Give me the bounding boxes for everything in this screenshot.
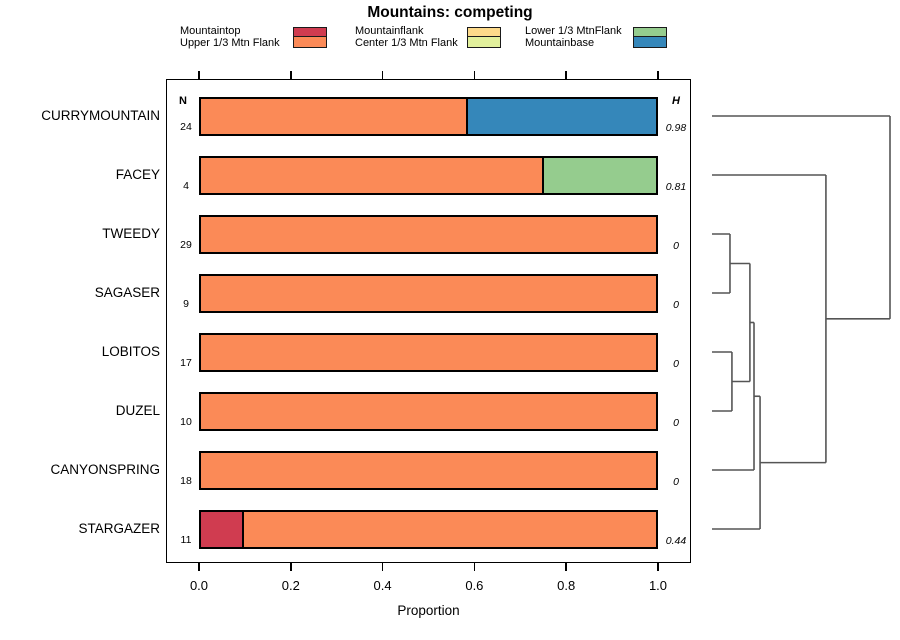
bottom-tick bbox=[473, 563, 476, 571]
plot-box bbox=[166, 79, 691, 563]
row-label: CANYONSPRING bbox=[50, 462, 160, 477]
x-tick-label: 1.0 bbox=[648, 578, 668, 593]
top-tick bbox=[657, 71, 659, 79]
bottom-tick bbox=[290, 563, 292, 571]
row-label: STARGAZER bbox=[78, 521, 160, 536]
stacked-bar bbox=[199, 509, 658, 549]
legend-swatch bbox=[293, 26, 327, 37]
n-column-header: N bbox=[179, 95, 187, 107]
bar-segment bbox=[201, 511, 243, 547]
x-tick-label: 0.8 bbox=[557, 578, 576, 593]
h-value: 0 bbox=[673, 299, 679, 311]
bottom-tick bbox=[198, 563, 200, 571]
top-tick bbox=[381, 71, 384, 79]
bar-segment bbox=[542, 157, 656, 193]
n-value: 11 bbox=[180, 534, 192, 546]
top-tick bbox=[473, 71, 476, 79]
n-value: 10 bbox=[180, 416, 192, 428]
h-column-header: H bbox=[672, 95, 680, 107]
h-value: 0 bbox=[673, 476, 679, 488]
x-tick-label: 0.6 bbox=[465, 578, 484, 593]
legend-swatch bbox=[633, 26, 667, 37]
legend-swatch-stack bbox=[293, 26, 327, 48]
n-value: 17 bbox=[180, 357, 192, 369]
row-label: FACEY bbox=[115, 167, 160, 182]
n-value: 4 bbox=[183, 180, 189, 192]
legend-swatch bbox=[467, 37, 501, 48]
h-value: 0 bbox=[673, 358, 679, 370]
n-value: 9 bbox=[183, 298, 189, 310]
bar-segment bbox=[201, 275, 656, 311]
bar-segment bbox=[201, 216, 656, 252]
stacked-bar bbox=[199, 96, 658, 136]
bottom-tick bbox=[657, 563, 659, 571]
x-tick-label: 0.4 bbox=[373, 578, 392, 593]
stacked-bar bbox=[199, 391, 658, 431]
top-tick bbox=[565, 71, 567, 79]
legend-swatch-stack bbox=[467, 26, 501, 48]
bar-segment bbox=[201, 452, 656, 488]
h-value: 0.98 bbox=[665, 122, 687, 134]
legend-label: Upper 1/3 Mtn Flank bbox=[180, 36, 280, 49]
top-tick bbox=[198, 71, 200, 79]
row-label: CURRYMOUNTAIN bbox=[41, 108, 160, 123]
legend-label: Mountainbase bbox=[525, 36, 595, 49]
row-label: DUZEL bbox=[115, 403, 160, 418]
stacked-bar bbox=[199, 450, 658, 490]
legend-swatch bbox=[633, 37, 667, 48]
n-value: 24 bbox=[180, 121, 192, 133]
row-label: SAGASER bbox=[94, 285, 160, 300]
top-tick bbox=[290, 71, 292, 79]
bar-segment bbox=[466, 98, 656, 134]
n-value: 29 bbox=[180, 239, 192, 251]
bottom-tick bbox=[381, 563, 384, 571]
h-value: 0.81 bbox=[665, 181, 687, 193]
x-tick-label: 0.0 bbox=[189, 578, 209, 593]
legend-label: Center 1/3 Mtn Flank bbox=[355, 36, 458, 49]
row-label: LOBITOS bbox=[101, 344, 160, 359]
h-value: 0 bbox=[673, 417, 679, 429]
legend-label: Mountainflank bbox=[355, 25, 424, 37]
bar-segment bbox=[201, 393, 656, 429]
legend-swatch-stack bbox=[633, 26, 667, 48]
legend-swatch bbox=[467, 26, 501, 37]
n-value: 18 bbox=[180, 475, 192, 487]
stacked-bar bbox=[199, 332, 658, 372]
stacked-bar bbox=[199, 214, 658, 254]
stacked-bar bbox=[199, 155, 658, 195]
x-tick-label: 0.2 bbox=[281, 578, 300, 593]
bar-segment bbox=[201, 334, 656, 370]
stacked-bar bbox=[199, 273, 658, 313]
bar-segment bbox=[201, 98, 467, 134]
legend-label: Lower 1/3 MtnFlank bbox=[525, 25, 622, 37]
legend-label: Mountaintop bbox=[180, 25, 241, 37]
bar-segment bbox=[242, 511, 656, 547]
bottom-tick bbox=[565, 563, 567, 571]
x-axis-title: Proportion bbox=[397, 603, 460, 618]
h-value: 0 bbox=[673, 240, 679, 252]
legend-swatch bbox=[293, 37, 327, 48]
bar-segment bbox=[201, 157, 543, 193]
row-label: TWEEDY bbox=[102, 226, 160, 241]
chart-title: Mountains: competing bbox=[367, 4, 533, 21]
h-value: 0.44 bbox=[665, 535, 687, 547]
